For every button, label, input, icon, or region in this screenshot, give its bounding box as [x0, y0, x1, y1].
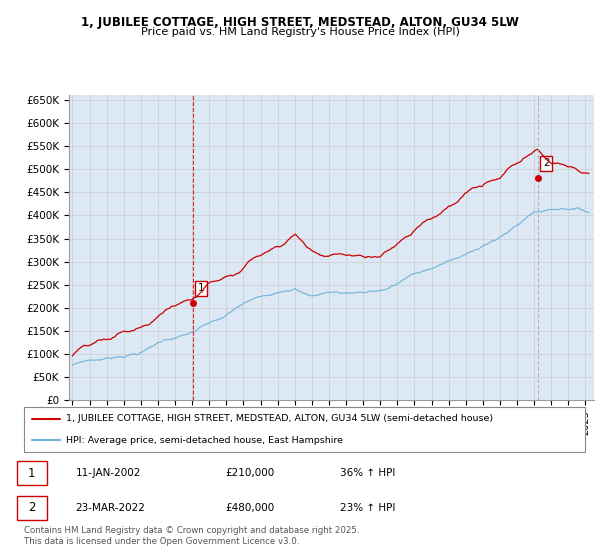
- Text: HPI: Average price, semi-detached house, East Hampshire: HPI: Average price, semi-detached house,…: [66, 436, 343, 445]
- Text: Contains HM Land Registry data © Crown copyright and database right 2025.
This d: Contains HM Land Registry data © Crown c…: [24, 526, 359, 546]
- Text: 11-JAN-2002: 11-JAN-2002: [76, 468, 141, 478]
- Text: 2: 2: [543, 158, 550, 168]
- Text: 1: 1: [28, 467, 35, 480]
- FancyBboxPatch shape: [17, 496, 47, 520]
- Text: £210,000: £210,000: [225, 468, 274, 478]
- Text: 36% ↑ HPI: 36% ↑ HPI: [340, 468, 395, 478]
- FancyBboxPatch shape: [24, 407, 585, 452]
- Text: £480,000: £480,000: [225, 503, 274, 513]
- Text: 23% ↑ HPI: 23% ↑ HPI: [340, 503, 395, 513]
- FancyBboxPatch shape: [17, 461, 47, 486]
- Text: Price paid vs. HM Land Registry's House Price Index (HPI): Price paid vs. HM Land Registry's House …: [140, 27, 460, 37]
- Text: 1, JUBILEE COTTAGE, HIGH STREET, MEDSTEAD, ALTON, GU34 5LW: 1, JUBILEE COTTAGE, HIGH STREET, MEDSTEA…: [81, 16, 519, 29]
- Text: 23-MAR-2022: 23-MAR-2022: [76, 503, 145, 513]
- Text: 1: 1: [198, 283, 205, 293]
- Text: 2: 2: [28, 501, 35, 514]
- Text: 1, JUBILEE COTTAGE, HIGH STREET, MEDSTEAD, ALTON, GU34 5LW (semi-detached house): 1, JUBILEE COTTAGE, HIGH STREET, MEDSTEA…: [66, 414, 493, 423]
